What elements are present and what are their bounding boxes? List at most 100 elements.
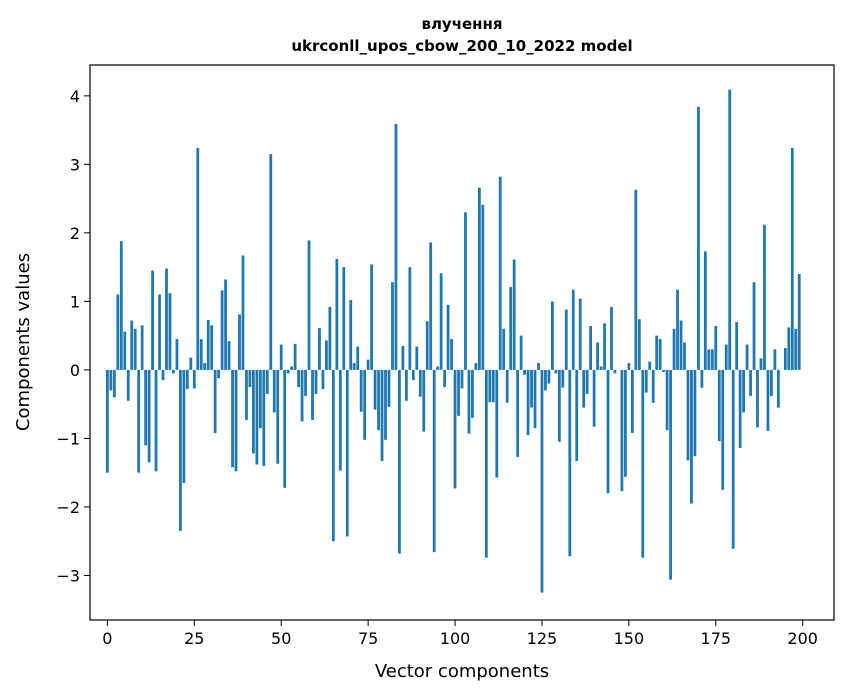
bar xyxy=(658,339,662,370)
bar xyxy=(109,369,113,391)
bar xyxy=(248,369,252,388)
bar xyxy=(498,176,502,370)
bar xyxy=(377,369,380,431)
bar xyxy=(575,369,579,462)
bar xyxy=(766,369,770,431)
bar xyxy=(665,369,669,431)
bar xyxy=(269,154,273,370)
bar xyxy=(401,345,405,370)
bar xyxy=(394,123,398,370)
bar xyxy=(676,289,679,370)
bar xyxy=(557,369,561,442)
x-tick-label: 175 xyxy=(701,629,732,648)
bar xyxy=(752,282,756,370)
bar xyxy=(172,369,175,374)
x-axis-label: Vector components xyxy=(375,661,549,682)
bar xyxy=(391,282,394,370)
x-axis-ticks: 0 25 50 75 100 125 150 175 200 xyxy=(102,620,818,648)
bar xyxy=(213,369,217,433)
bar xyxy=(707,349,711,370)
bar xyxy=(154,369,158,472)
bar xyxy=(467,369,471,434)
bar xyxy=(554,369,558,374)
bar xyxy=(568,369,572,557)
bar xyxy=(589,326,593,370)
bar xyxy=(756,369,759,428)
bar xyxy=(311,369,314,420)
bar xyxy=(749,369,752,396)
bar xyxy=(415,346,419,370)
bar xyxy=(234,369,238,472)
bar xyxy=(759,358,763,370)
bar xyxy=(297,369,300,388)
bar xyxy=(544,369,547,391)
bar xyxy=(644,369,648,393)
x-tick-label: 75 xyxy=(358,629,378,648)
bar xyxy=(731,369,735,549)
bar xyxy=(651,369,655,403)
bar xyxy=(519,335,523,370)
bar xyxy=(571,289,575,370)
bar xyxy=(352,363,356,370)
bar xyxy=(206,319,210,370)
bar xyxy=(224,279,227,370)
y-tick-label: 2 xyxy=(70,224,80,243)
bar xyxy=(279,344,283,370)
bar xyxy=(345,369,349,537)
bar xyxy=(175,339,179,370)
y-tick-label: 3 xyxy=(70,155,80,174)
bar xyxy=(258,369,262,429)
bar xyxy=(203,363,207,370)
bar xyxy=(356,346,360,370)
bar xyxy=(398,369,401,554)
bar xyxy=(325,340,328,370)
bar xyxy=(679,320,683,370)
bar xyxy=(453,369,457,489)
bar xyxy=(797,273,801,370)
bar xyxy=(474,363,478,370)
bar xyxy=(770,369,773,396)
bar xyxy=(763,224,766,370)
bar xyxy=(318,328,321,370)
bar xyxy=(182,369,186,483)
bar xyxy=(578,298,582,370)
bar xyxy=(516,369,520,457)
bar xyxy=(523,369,526,375)
bar xyxy=(655,335,659,370)
x-tick-label: 50 xyxy=(271,629,291,648)
bar xyxy=(199,339,203,370)
bar xyxy=(641,369,645,558)
bar xyxy=(717,369,721,442)
bar xyxy=(686,369,690,461)
bar xyxy=(425,321,429,370)
bar xyxy=(592,369,596,427)
bar xyxy=(370,264,373,370)
bar xyxy=(783,347,787,370)
y-tick-label: 4 xyxy=(70,87,80,106)
bar xyxy=(255,369,259,465)
bar xyxy=(404,369,408,401)
bar xyxy=(105,369,109,473)
bar xyxy=(411,369,415,381)
bar xyxy=(648,361,652,370)
bar xyxy=(217,369,221,379)
bar xyxy=(457,369,460,416)
bar xyxy=(304,369,307,396)
bar xyxy=(637,319,641,370)
bar xyxy=(446,304,450,370)
bar xyxy=(241,255,245,370)
x-tick-label: 0 xyxy=(102,629,112,648)
bar xyxy=(286,369,290,374)
bar xyxy=(700,369,704,388)
bar xyxy=(359,369,363,412)
bar xyxy=(526,369,530,435)
bar xyxy=(314,369,318,394)
bar xyxy=(363,369,367,440)
bar xyxy=(690,369,693,504)
bar xyxy=(794,328,798,370)
bar xyxy=(272,369,276,413)
bar xyxy=(290,366,294,370)
bar xyxy=(484,369,488,558)
bar xyxy=(728,89,732,370)
x-tick-label: 100 xyxy=(440,629,471,648)
